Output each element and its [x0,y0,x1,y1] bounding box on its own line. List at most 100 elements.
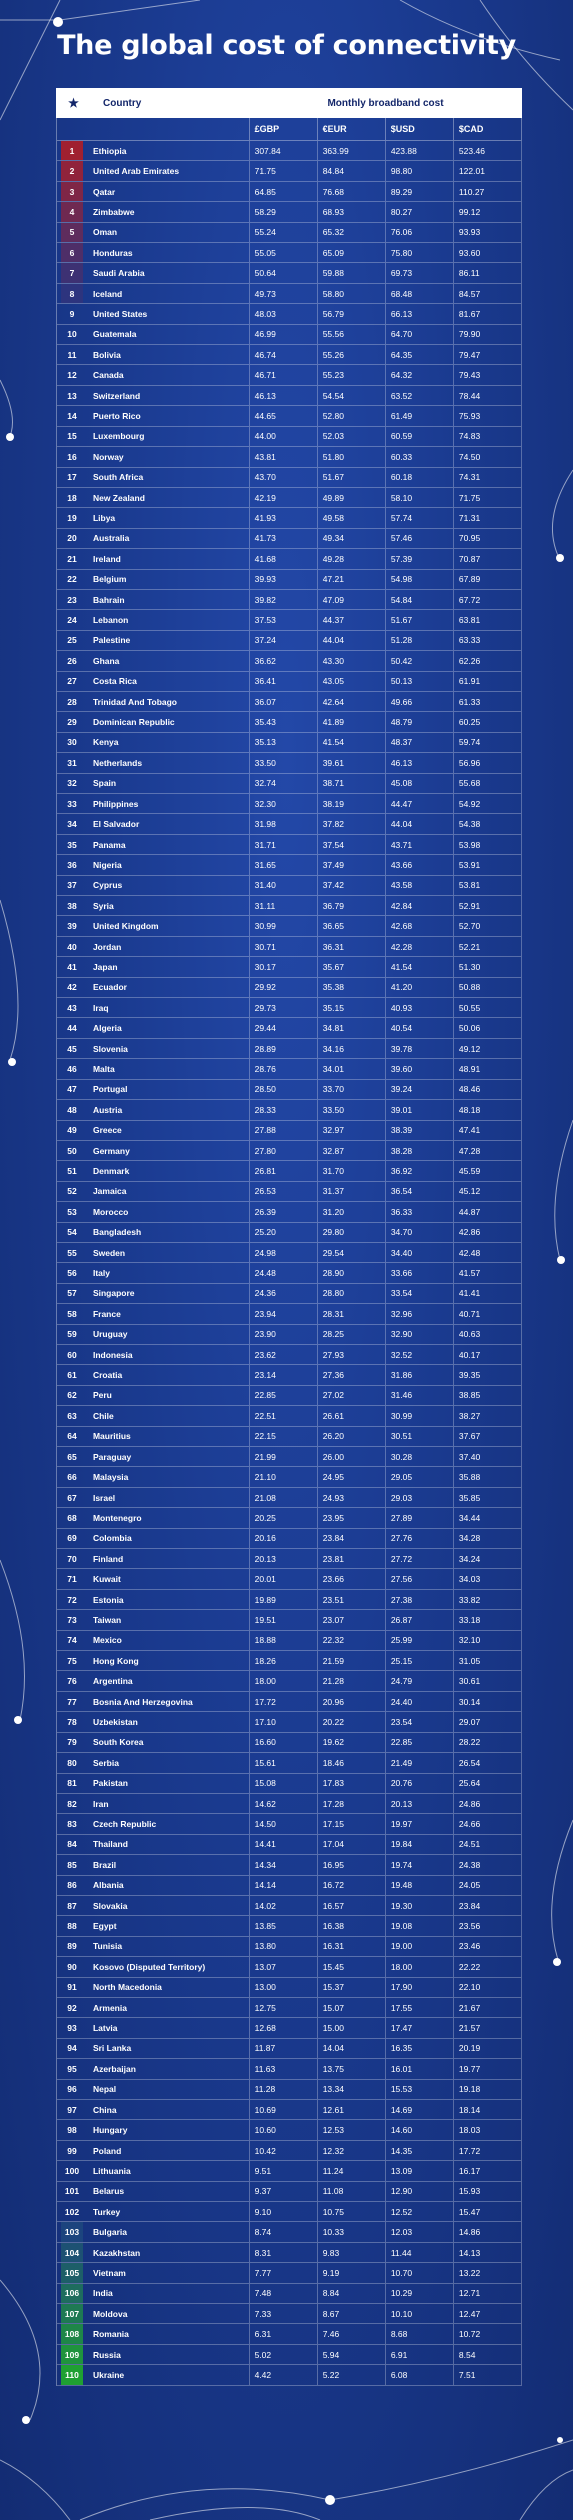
price-eur-cell: 52.80 [318,406,386,426]
table-row: 59 Uruguay 23.90 28.25 32.90 40.63 [57,1324,523,1345]
price-usd-cell: 10.70 [386,2263,454,2283]
table-row: 74 Mexico 18.88 22.32 25.99 32.10 [57,1630,523,1652]
price-usd-cell: 19.00 [386,1936,454,1957]
country-cell: Switzerland [83,385,250,406]
price-eur-cell: 36.65 [318,916,386,936]
table-row: 29 Dominican Republic 35.43 41.89 48.79 60.25 [57,712,523,733]
table-row: 84 Thailand 14.41 17.04 19.84 24.51 [57,1834,523,1856]
rank-badge: 41 [67,961,77,972]
rank-badge: 30 [67,737,77,748]
price-cad-cell: 8.54 [454,2344,523,2365]
price-eur-cell: 49.89 [318,487,386,508]
price-gbp-cell: 31.11 [250,896,318,916]
rank-badge: 98 [67,2125,77,2136]
price-cad-cell: 71.31 [454,508,523,528]
country-cell: Oman [83,222,250,243]
star-icon: ★ [68,96,79,110]
price-gbp-cell: 64.85 [250,181,318,202]
rank-badge: 64 [67,1431,77,1442]
price-cad-cell: 53.81 [454,875,523,896]
price-gbp-cell: 23.90 [250,1324,318,1344]
price-usd-cell: 27.38 [386,1589,454,1610]
price-gbp-cell: 24.98 [250,1242,318,1263]
price-cad-cell: 75.93 [454,406,523,426]
rank-badge: 92 [67,2002,77,2013]
price-gbp-cell: 11.28 [250,2079,318,2099]
price-gbp-cell: 22.15 [250,1426,318,1446]
price-eur-cell: 51.67 [318,467,386,487]
price-eur-cell: 37.49 [318,855,386,875]
price-eur-cell: 16.72 [318,1875,386,1895]
price-gbp-cell: 10.60 [250,2120,318,2140]
rank-badge: 54 [67,1227,77,1238]
price-gbp-cell: 43.81 [250,447,318,467]
table-row: 15 Luxembourg 44.00 52.03 60.59 74.83 [57,426,523,448]
rank-badge: 108 [61,2324,83,2344]
country-cell: Austria [83,1100,250,1120]
price-usd-cell: 21.49 [386,1753,454,1773]
rank-badge: 90 [67,1961,77,1972]
price-cad-cell: 39.35 [454,1365,523,1385]
price-eur-cell: 14.04 [318,2038,386,2059]
price-eur-cell: 32.97 [318,1120,386,1140]
table-row: 52 Jamaica 26.53 31.37 36.54 45.12 [57,1181,523,1203]
price-gbp-cell: 307.84 [250,141,318,161]
price-gbp-cell: 32.74 [250,773,318,793]
price-usd-cell: 31.46 [386,1385,454,1406]
country-cell: Kosovo (Disputed Territory) [83,1957,250,1977]
country-cell: Brazil [83,1855,250,1875]
price-cad-cell: 110.27 [454,181,523,202]
rank-badge: 85 [67,1859,77,1870]
rank-badge: 36 [67,859,77,870]
price-gbp-cell: 22.51 [250,1406,318,1426]
price-cad-cell: 21.57 [454,2018,523,2038]
price-usd-cell: 29.05 [386,1467,454,1487]
rank-badge: 62 [67,1390,77,1401]
price-usd-cell: 33.66 [386,1263,454,1283]
price-cad-cell: 79.43 [454,365,523,385]
country-cell: Bulgaria [83,2222,250,2242]
table-row: 43 Iraq 29.73 35.15 40.93 50.55 [57,998,523,1019]
price-gbp-cell: 20.13 [250,1549,318,1569]
table-row: 101 Belarus 9.37 11.08 12.90 15.93 [57,2181,523,2203]
table-row: 85 Brazil 14.34 16.95 19.74 24.38 [57,1855,523,1876]
price-cad-cell: 62.26 [454,651,523,671]
country-cell: Vietnam [83,2263,250,2283]
country-cell: Netherlands [83,753,250,773]
price-cad-cell: 74.83 [454,426,523,447]
price-cad-cell: 71.75 [454,487,523,508]
price-usd-cell: 42.84 [386,896,454,916]
price-usd-cell: 27.76 [386,1528,454,1549]
price-cad-cell: 22.10 [454,1977,523,1997]
price-usd-cell: 15.53 [386,2079,454,2099]
table-row: 88 Egypt 13.85 16.38 19.08 23.56 [57,1916,523,1937]
price-cad-cell: 52.21 [454,936,523,957]
price-usd-cell: 57.74 [386,508,454,528]
rank-badge: 20 [67,533,77,544]
table-row: 11 Bolivia 46.74 55.26 64.35 79.47 [57,345,523,366]
table-row: 49 Greece 27.88 32.97 38.39 47.41 [57,1120,523,1141]
rank-badge: 17 [67,472,77,483]
price-usd-cell: 24.79 [386,1671,454,1691]
price-usd-cell: 38.39 [386,1120,454,1140]
price-gbp-cell: 30.71 [250,936,318,957]
country-cell: Lithuania [83,2161,250,2181]
price-usd-cell: 19.84 [386,1834,454,1855]
price-usd-cell: 32.52 [386,1344,454,1365]
price-gbp-cell: 10.69 [250,2100,318,2120]
rank-badge: 100 [64,2165,80,2176]
price-usd-cell: 19.97 [386,1814,454,1834]
price-cad-cell: 21.67 [454,1997,523,2018]
price-eur-cell: 7.46 [318,2324,386,2344]
table-row: 89 Tunisia 13.80 16.31 19.00 23.46 [57,1936,523,1958]
rank-badge: 81 [67,1778,77,1789]
country-cell: Bahrain [83,589,250,610]
country-cell: Canada [83,365,250,385]
price-cad-cell: 30.61 [454,1671,523,1691]
country-header: Country [103,97,142,109]
price-usd-cell: 25.99 [386,1630,454,1651]
price-usd-cell: 31.86 [386,1365,454,1385]
rank-badge: 31 [67,757,77,768]
price-gbp-cell: 16.60 [250,1732,318,1753]
cost-header: Monthly broadband cost [327,97,444,109]
